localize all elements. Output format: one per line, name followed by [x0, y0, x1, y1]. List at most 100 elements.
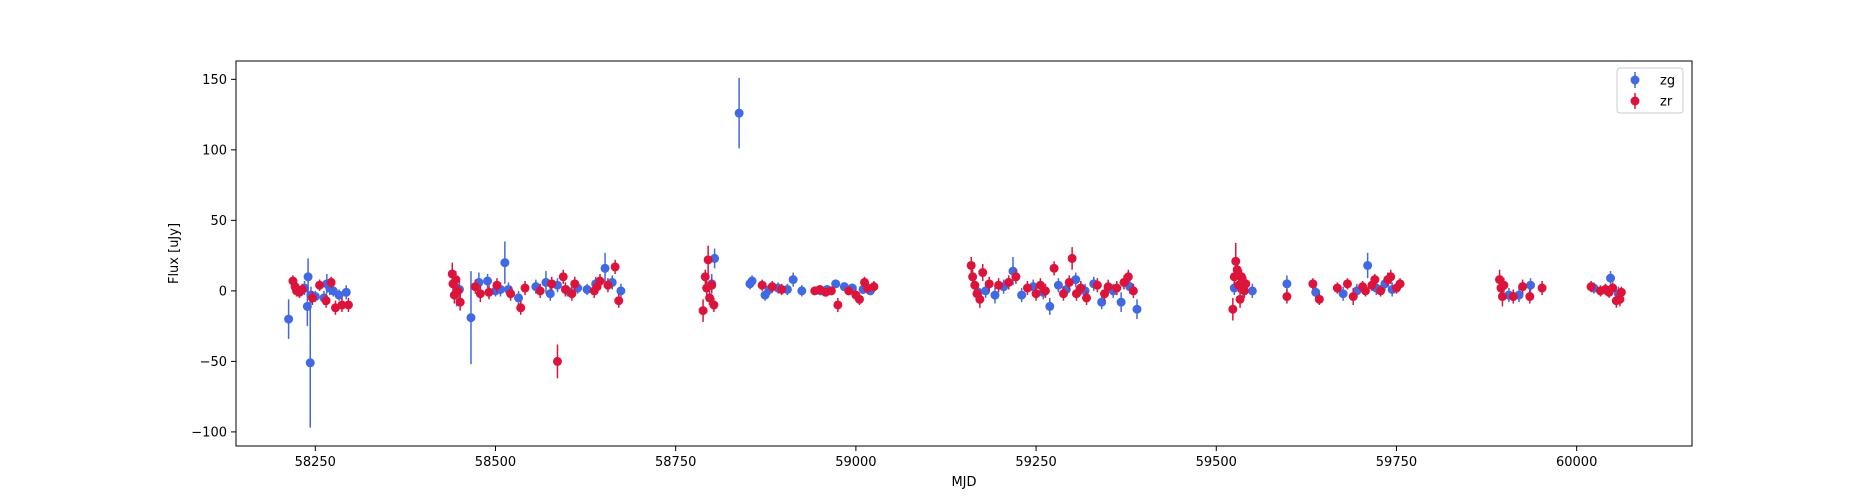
- marker: [466, 313, 476, 323]
- point-zr-97: [1308, 278, 1318, 290]
- marker: [767, 282, 777, 292]
- y-tick-label: −100: [191, 425, 227, 440]
- marker: [978, 268, 988, 278]
- marker: [506, 289, 516, 299]
- marker: [326, 277, 336, 287]
- marker: [1053, 280, 1063, 290]
- point-zr-16: [453, 283, 463, 298]
- marker: [1308, 279, 1318, 289]
- point-zr-98: [1314, 293, 1324, 305]
- marker: [297, 284, 307, 294]
- marker: [341, 287, 351, 297]
- point-zr-63: [975, 290, 985, 308]
- point-zr-36: [610, 259, 620, 274]
- point-zr-29: [560, 282, 570, 297]
- point-zr-73: [1049, 261, 1059, 276]
- x-tick-label: 59750: [1376, 455, 1417, 470]
- point-zg-25: [545, 286, 555, 301]
- point-zr-78: [1076, 281, 1086, 296]
- point-zg-51: [734, 77, 744, 149]
- y-tick-label: 100: [202, 143, 227, 158]
- marker: [975, 294, 985, 304]
- point-zr-19: [475, 285, 485, 303]
- point-zg-11: [334, 289, 344, 301]
- y-axis-label: Flux [uJy]: [167, 223, 182, 284]
- y-tick-label: 0: [219, 284, 227, 299]
- marker: [514, 293, 524, 303]
- point-zr-108: [1386, 269, 1396, 284]
- marker: [520, 283, 530, 293]
- marker: [1022, 283, 1032, 293]
- marker: [321, 296, 331, 306]
- marker: [560, 284, 570, 294]
- legend-label-zg: zg: [1660, 74, 1675, 89]
- marker: [1311, 287, 1321, 297]
- marker: [1076, 283, 1086, 293]
- point-zr-101: [1348, 288, 1358, 305]
- point-zr-42: [705, 290, 715, 305]
- point-zr-106: [1376, 285, 1386, 297]
- point-zr-117: [1525, 289, 1535, 304]
- x-tick-label: 59250: [1015, 455, 1056, 470]
- point-zg-78: [1363, 252, 1373, 279]
- point-zr-38: [698, 299, 708, 322]
- x-tick-label: 58500: [475, 455, 516, 470]
- marker: [707, 280, 717, 290]
- point-zr-25: [535, 283, 545, 298]
- point-zr-5: [307, 290, 317, 305]
- point-zr-43: [707, 278, 717, 293]
- marker: [305, 358, 315, 368]
- point-zr-6: [315, 279, 325, 291]
- point-zr-37: [614, 293, 624, 308]
- marker: [484, 287, 494, 297]
- marker: [1235, 294, 1245, 304]
- marker: [535, 286, 545, 296]
- marker: [582, 284, 592, 294]
- marker: [552, 356, 562, 366]
- point-zg-76: [1338, 286, 1348, 301]
- point-zg-17: [483, 273, 493, 289]
- point-zr-55: [854, 293, 864, 305]
- point-zr-20: [484, 285, 494, 300]
- point-zg-42: [788, 272, 798, 287]
- marker: [1386, 272, 1396, 282]
- marker: [1017, 290, 1027, 300]
- marker: [831, 279, 841, 289]
- point-zr-123: [1608, 282, 1618, 294]
- point-zr-105: [1370, 273, 1380, 286]
- point-zr-118: [1537, 281, 1547, 296]
- point-zg-87: [1606, 271, 1616, 286]
- marker: [826, 286, 836, 296]
- marker: [703, 255, 713, 265]
- marker: [1123, 272, 1133, 282]
- point-zr-59: [966, 257, 976, 274]
- marker: [1338, 289, 1348, 299]
- marker: [558, 272, 568, 282]
- point-zg-70: [1132, 299, 1142, 320]
- point-zr-27: [552, 344, 562, 379]
- marker: [1031, 289, 1041, 299]
- marker: [854, 294, 864, 304]
- marker: [1376, 286, 1386, 296]
- marker: [1360, 286, 1370, 296]
- marker: [869, 282, 879, 292]
- marker: [1518, 282, 1528, 292]
- point-zr-45: [757, 279, 767, 291]
- point-zr-75: [1064, 275, 1074, 290]
- marker: [698, 306, 708, 316]
- marker: [990, 290, 1000, 300]
- marker: [1282, 279, 1292, 289]
- marker: [797, 286, 807, 296]
- marker: [970, 280, 980, 290]
- point-zr-74: [1058, 286, 1068, 301]
- marker: [968, 272, 978, 282]
- marker: [343, 300, 353, 310]
- point-zr-65: [984, 276, 994, 291]
- point-zr-64: [978, 264, 988, 281]
- marker: [1045, 301, 1055, 311]
- marker: [1011, 272, 1021, 282]
- marker: [1342, 279, 1352, 289]
- marker: [1132, 304, 1142, 314]
- marker: [492, 280, 502, 290]
